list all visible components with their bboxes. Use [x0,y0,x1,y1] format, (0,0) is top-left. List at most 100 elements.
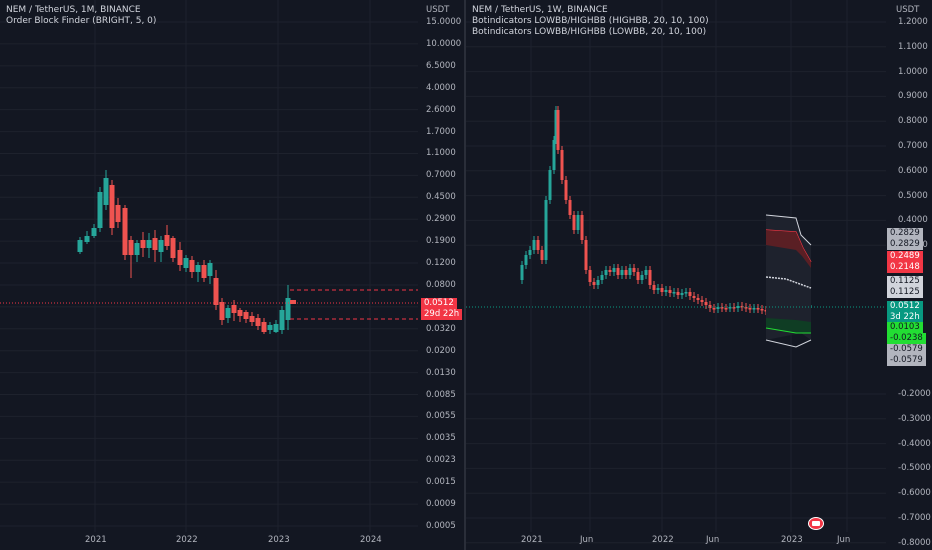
right-price-tag: 0.1125 [887,287,923,298]
left-candle-body [183,258,189,268]
left-y-tick: 0.1200 [426,258,456,269]
left-candle-body [189,260,195,272]
left-y-tick: 0.0015 [426,477,456,488]
right-candle-body [648,270,652,285]
right-price-tag: 0.2829 [887,228,923,239]
left-candle-body [195,265,201,272]
left-symbol-legend[interactable]: NEM / TetherUS, 1M, BINANCE [6,5,141,15]
right-candle-body [580,215,584,240]
left-price-tag: 0.0512 [421,298,457,309]
left-y-tick: 0.7000 [426,170,456,181]
left-x-tick: 2021 [85,535,107,545]
right-candle-body [756,308,760,310]
left-candle-body [285,298,291,320]
left-candle-body [243,312,249,319]
right-candle-body [612,268,616,272]
right-candle-body [676,292,680,295]
left-candle-body [213,278,219,305]
right-y-tick: -0.7000 [898,513,931,523]
right-candle-body [572,215,576,230]
left-y-tick: 6.5000 [426,60,456,71]
left-x-tick: 2024 [360,535,382,545]
pane-divider[interactable] [464,0,466,550]
right-candle-body [744,307,748,309]
right-candle-body [552,140,556,170]
right-candle-body [564,180,568,200]
right-symbol-legend[interactable]: NEM / TetherUS, 1W, BINANCE [472,5,608,15]
left-candle-body [279,310,285,330]
replay-icon[interactable] [808,517,824,530]
left-candle-body [128,240,134,255]
left-candle-body [177,250,183,265]
left-candle-body [84,236,90,242]
right-candle-body [624,270,628,275]
left-candle-body [207,263,213,276]
left-x-tick: 2022 [176,535,198,545]
left-candle-body [91,228,97,236]
left-candle-body [249,316,255,322]
right-candle-body [760,309,764,311]
left-candle-body [231,305,237,313]
right-indicator-legend-1[interactable]: Botindicators LOWBB/HIGHBB (HIGHBB, 20, … [472,16,709,26]
left-y-tick: 0.0009 [426,499,456,510]
right-candle-body [732,307,736,309]
right-candle-body [616,268,620,275]
right-candle-body [644,270,648,275]
right-price-tag: 0.2829 [887,239,923,250]
right-candle-body [600,275,604,280]
left-y-tick: 15.0000 [426,17,462,27]
right-candle-body [692,296,696,298]
left-candle-body [201,265,207,278]
right-candle-body [704,302,708,305]
right-price-tag: 0.2489 [887,251,923,262]
left-candle-body [267,325,273,330]
right-upper-band [765,214,812,246]
right-y-tick: 0.9000 [898,91,928,102]
right-y-tick: -0.5000 [898,463,931,474]
right-candle-body [604,270,608,275]
right-candle-body [660,288,664,292]
right-candle-body [636,272,640,280]
right-candle-body [554,110,558,140]
left-candle-body [97,192,103,228]
right-x-tick: Jun [580,535,594,545]
left-chart-canvas[interactable] [0,0,464,550]
left-candle-body [134,243,140,255]
right-chart-canvas[interactable] [466,0,932,550]
right-x-tick: 2021 [521,535,543,545]
right-y-tick: -0.3000 [898,413,931,424]
right-candle-body [748,308,752,310]
right-price-tag: -0.0579 [887,355,926,366]
right-candle-body [640,275,644,280]
right-candle-body [628,268,632,275]
left-chart-pane[interactable]: NEM / TetherUS, 1M, BINANCE Order Block … [0,0,464,550]
left-candle-body [115,205,121,222]
left-y-tick: 0.0320 [426,323,456,334]
right-y-tick: 0.4000 [898,215,928,226]
left-indicator-legend[interactable]: Order Block Finder (BRIGHT, 5, 0) [6,16,157,26]
right-chart-pane[interactable]: NEM / TetherUS, 1W, BINANCE Botindicator… [466,0,932,550]
left-y-tick: 4.0000 [426,82,456,93]
right-candle-body [664,290,668,292]
left-y-tick: 0.0130 [426,367,456,378]
right-candle-body [576,215,580,230]
right-y-tick: 0.7000 [898,141,928,151]
right-candle-body [608,270,612,272]
right-currency-label: USDT [896,5,920,15]
right-candle-body [736,306,740,308]
right-candle-body [548,170,552,200]
left-y-tick: 2.6000 [426,104,456,115]
left-candle-body [219,302,225,320]
left-y-tick: 0.0023 [426,455,456,466]
right-candle-body [568,200,572,215]
right-candle-body [656,288,660,290]
right-price-tag: 0.2148 [887,262,923,273]
right-price-tag: 0.1125 [887,276,923,287]
right-candle-body [520,265,524,280]
left-currency-label: USDT [426,5,450,15]
right-candle-body [620,270,624,275]
right-y-tick: 1.1000 [898,41,928,52]
right-indicator-legend-2[interactable]: Botindicators LOWBB/HIGHBB (LOWBB, 20, 1… [472,27,707,37]
right-mid-band [765,276,812,289]
right-x-tick: 2022 [652,535,674,545]
